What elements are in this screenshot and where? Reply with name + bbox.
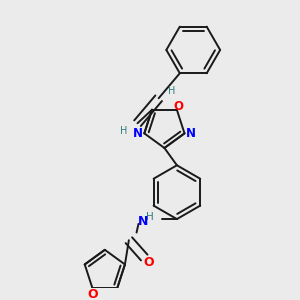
- Text: N: N: [133, 127, 142, 140]
- Text: O: O: [174, 100, 184, 113]
- Text: N: N: [186, 127, 196, 140]
- Text: O: O: [87, 288, 98, 300]
- Text: H: H: [120, 126, 128, 136]
- Text: O: O: [144, 256, 154, 269]
- Text: N: N: [138, 215, 148, 229]
- Text: H: H: [146, 212, 154, 222]
- Text: H: H: [168, 85, 176, 96]
